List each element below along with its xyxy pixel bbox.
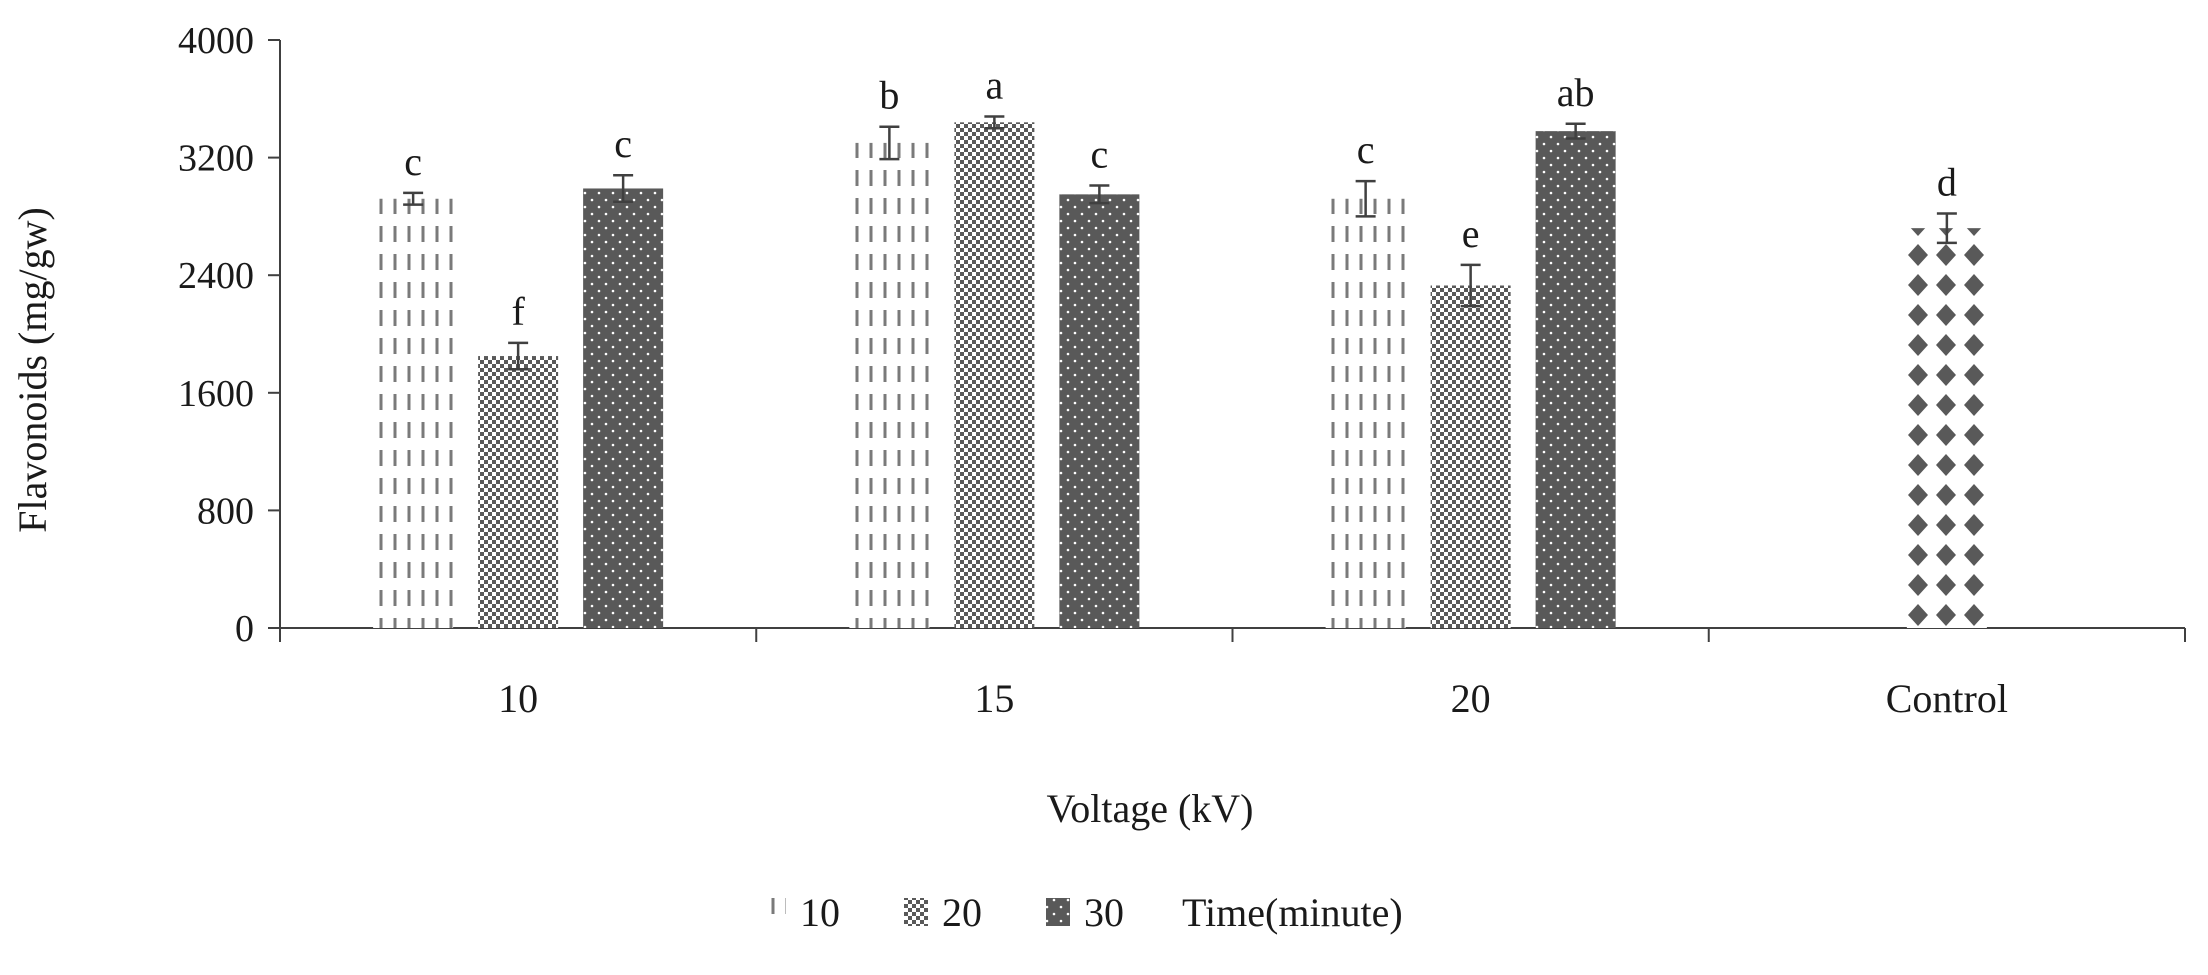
bar-30-15: [1059, 194, 1140, 628]
y-tick-label: 800: [197, 490, 254, 532]
x-tick-label: Control: [1886, 676, 2008, 721]
bar-10-15: [849, 142, 930, 628]
legend-swatch-10: [762, 898, 786, 926]
data-label: ab: [1557, 70, 1595, 115]
data-label: b: [879, 73, 899, 118]
x-tick-label: 20: [1451, 676, 1491, 721]
bar-Control-Control: [1906, 228, 1987, 628]
data-label: c: [1357, 127, 1375, 172]
bar-20-10: [478, 356, 559, 628]
bar-10-10: [373, 198, 454, 628]
y-tick-label: 1600: [178, 373, 254, 415]
data-label: c: [614, 121, 632, 166]
legend-swatch-20: [904, 898, 928, 926]
axis-labels: Flavonoids (mg/gw) Voltage (kV): [10, 207, 1254, 831]
y-tick-label: 3200: [178, 138, 254, 180]
legend-title: Time(minute): [1182, 890, 1403, 935]
bar-20-20: [1430, 285, 1511, 628]
data-label: e: [1462, 211, 1480, 256]
data-label: f: [511, 289, 525, 334]
legend-label: 20: [942, 890, 982, 935]
legend-label: 10: [800, 890, 840, 935]
y-tick-label: 0: [235, 608, 254, 650]
axes: 0 800 1600 2400 3200 4000 10 15 20 Control: [178, 20, 2186, 721]
bars: c f c b a c c e ab d: [373, 62, 1987, 628]
legend-label: 30: [1084, 890, 1124, 935]
legend-swatch-30: [1046, 898, 1070, 926]
y-axis-label: Flavonoids (mg/gw): [10, 207, 55, 533]
data-label: c: [1090, 132, 1108, 177]
data-label: a: [985, 62, 1003, 107]
bar-10-20: [1325, 198, 1406, 628]
bar-20-15: [954, 122, 1035, 628]
x-tick-label: 10: [498, 676, 538, 721]
bar-30-10: [583, 188, 664, 628]
legend: 10 20 30 Time(minute): [762, 890, 1403, 935]
y-tick-label: 4000: [178, 20, 254, 62]
data-label: c: [404, 139, 422, 184]
y-tick-label: 2400: [178, 255, 254, 297]
x-tick-label: 15: [974, 676, 1014, 721]
x-axis-label: Voltage (kV): [1047, 786, 1254, 831]
data-label: d: [1937, 159, 1957, 204]
bar-30-20: [1535, 131, 1616, 628]
